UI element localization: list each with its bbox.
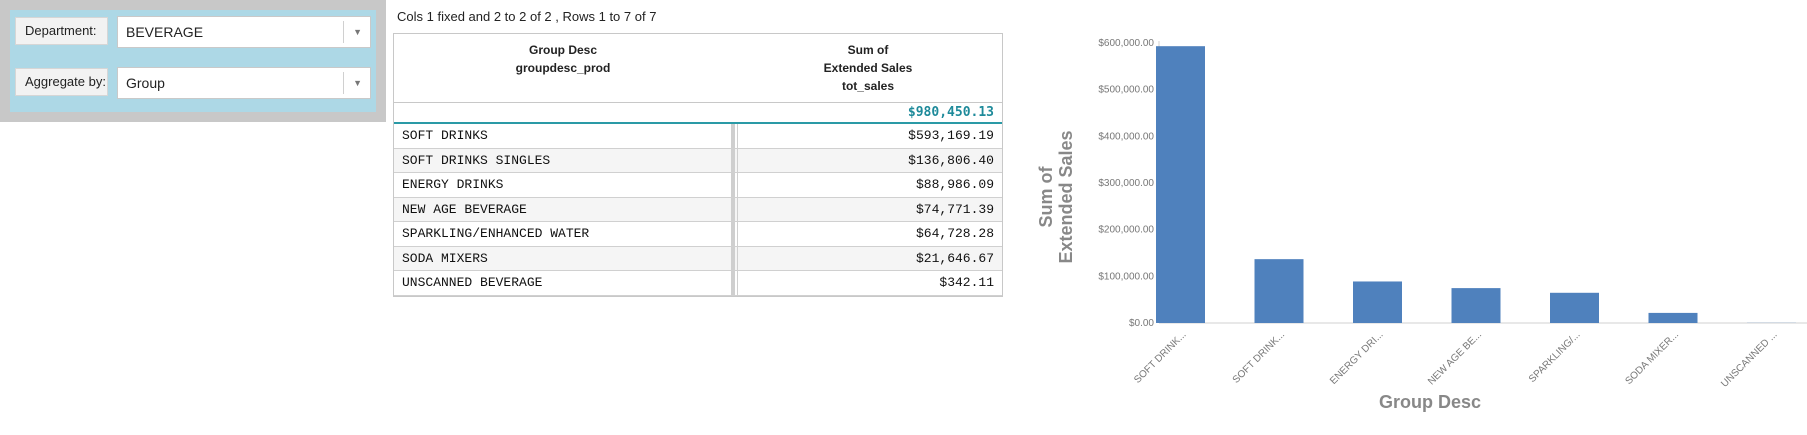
table-body: SOFT DRINKS $593,169.19 SOFT DRINKS SINGL… xyxy=(394,124,1002,296)
bar[interactable] xyxy=(1648,312,1698,323)
group-cell: NEW AGE BEVERAGE xyxy=(394,197,735,221)
table-row[interactable]: ENERGY DRINKS $88,986.09 xyxy=(394,173,1002,198)
bar[interactable] xyxy=(1254,259,1304,323)
table-row[interactable]: UNSCANNED BEVERAGE $342.11 xyxy=(394,271,1002,296)
department-select[interactable]: BEVERAGE ▼ xyxy=(117,16,371,48)
total-row: $980,450.13 xyxy=(394,102,1002,124)
column-header-field: groupdesc_prod xyxy=(515,61,611,75)
chevron-down-icon[interactable]: ▼ xyxy=(353,27,362,37)
sales-bar-chart: $0.00 $100,000.00 $200,000.00 $300,000.00 $4… xyxy=(1036,38,1807,412)
group-cell: UNSCANNED BEVERAGE xyxy=(394,271,735,295)
group-cell: ENERGY DRINKS xyxy=(394,173,735,197)
column-header-group-desc[interactable]: Group Desc groupdesc_prod xyxy=(394,34,732,102)
table-row[interactable]: SOFT DRINKS SINGLES $136,806.40 xyxy=(394,148,1002,173)
bars xyxy=(1156,46,1796,323)
table-row[interactable]: SPARKLING/ENHANCED WATER $64,728.28 xyxy=(394,222,1002,247)
chevron-down-icon[interactable]: ▼ xyxy=(353,78,362,88)
x-tick-label: SOFT DRINK... xyxy=(1231,329,1287,385)
sales-cell: $64,728.28 xyxy=(737,222,1002,246)
department-label: Department: xyxy=(15,17,108,45)
y-tick-labels: $0.00 $100,000.00 $200,000.00 $300,000.00 $4… xyxy=(1098,38,1154,329)
column-header-title: Group Desc xyxy=(528,43,597,57)
y-tick-label: $0.00 xyxy=(1129,318,1154,329)
column-header-field: tot_sales xyxy=(841,79,895,93)
column-header-title: Extended Sales xyxy=(823,61,913,75)
y-tick-label: $600,000.00 xyxy=(1098,38,1154,49)
data-table: Group Desc groupdesc_prod Sum of Extende… xyxy=(393,33,1003,297)
sales-cell: $593,169.19 xyxy=(737,124,1002,148)
bar[interactable] xyxy=(1156,46,1205,323)
table-row[interactable]: SODA MIXERS $21,646.67 xyxy=(394,246,1002,271)
x-tick-label: UNSCANNED ... xyxy=(1719,329,1779,389)
x-tick-label: NEW AGE BE... xyxy=(1426,329,1484,387)
y-axis-title-line1: Sum of xyxy=(1036,165,1056,227)
column-header-title: Sum of xyxy=(847,43,889,57)
x-tick-label: ENERGY DRI... xyxy=(1328,329,1386,387)
group-cell: SPARKLING/ENHANCED WATER xyxy=(394,222,735,246)
y-tick-label: $500,000.00 xyxy=(1098,85,1154,96)
sales-cell: $136,806.40 xyxy=(737,148,1002,172)
sales-cell: $74,771.39 xyxy=(737,197,1002,221)
select-divider xyxy=(343,21,344,43)
bar[interactable] xyxy=(1353,281,1402,323)
group-cell: SOFT DRINKS xyxy=(394,124,735,148)
y-tick-label: $300,000.00 xyxy=(1098,178,1154,189)
table-row[interactable]: NEW AGE BEVERAGE $74,771.39 xyxy=(394,197,1002,222)
department-select-value: BEVERAGE xyxy=(126,24,204,40)
pager-info: Cols 1 fixed and 2 to 2 of 2 , Rows 1 to… xyxy=(397,9,657,24)
x-tick-labels: SOFT DRINK... SOFT DRINK... ENERGY DRI... N… xyxy=(1132,329,1779,389)
filter-panel: Department: BEVERAGE ▼ Aggregate by: Gro… xyxy=(0,0,386,122)
y-axis-title-line2: Extended Sales xyxy=(1056,130,1076,263)
total-value: $980,450.13 xyxy=(907,105,994,120)
x-tick-label: SODA MIXER... xyxy=(1623,329,1681,387)
y-tick-label: $400,000.00 xyxy=(1098,131,1154,142)
aggregate-select[interactable]: Group ▼ xyxy=(117,67,371,99)
x-tick-label: SOFT DRINK... xyxy=(1132,329,1188,385)
sales-cell: $21,646.67 xyxy=(737,246,1002,270)
group-cell: SOFT DRINKS SINGLES xyxy=(394,148,735,172)
sales-cell: $342.11 xyxy=(737,271,1002,295)
aggregate-select-value: Group xyxy=(126,75,165,91)
aggregate-label: Aggregate by: xyxy=(15,68,108,96)
y-tick-label: $200,000.00 xyxy=(1098,225,1154,236)
y-tick-label: $100,000.00 xyxy=(1098,271,1154,282)
bar[interactable] xyxy=(1550,292,1599,323)
column-header-tot-sales[interactable]: Sum of Extended Sales tot_sales xyxy=(734,34,1002,102)
sales-cell: $88,986.09 xyxy=(737,173,1002,197)
select-divider xyxy=(343,72,344,94)
group-cell: SODA MIXERS xyxy=(394,246,735,270)
x-tick-label: SPARKLING/... xyxy=(1527,329,1583,385)
bar[interactable] xyxy=(1451,288,1501,323)
filter-panel-inner: Department: BEVERAGE ▼ Aggregate by: Gro… xyxy=(10,10,376,112)
table-row[interactable]: SOFT DRINKS $593,169.19 xyxy=(394,124,1002,149)
x-axis-title: Group Desc xyxy=(1379,392,1481,412)
